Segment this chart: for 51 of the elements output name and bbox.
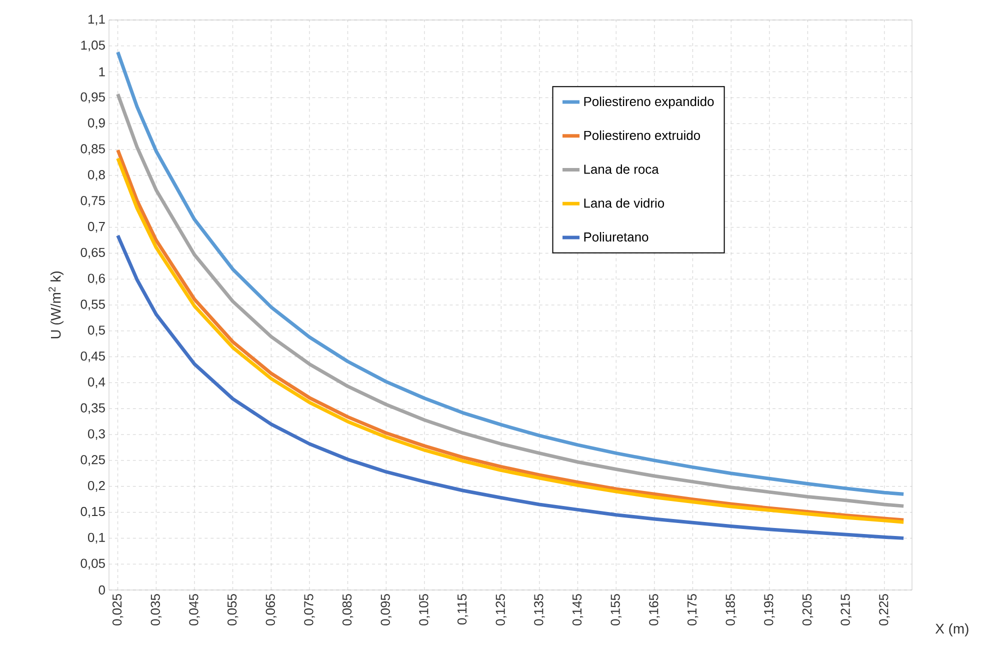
y-tick-label: 0 [98,585,105,595]
y-tick-label: 0,1 [88,532,105,544]
x-tick-label: 0,225 [879,594,890,626]
x-tick-label: 0,105 [419,594,430,626]
x-tick-label: 0,195 [764,594,775,626]
y-tick-label: 0,25 [80,455,105,466]
x-tick-label: 0,175 [687,594,698,626]
y-tick-label: 0,6 [88,274,105,284]
x-tick-label: 0,055 [227,594,238,626]
legend-label: Lana de vidrio [584,198,664,208]
y-tick-label: 0,75 [80,196,105,207]
legend-label: Poliestireno expandido [584,96,714,109]
x-tick-label: 0,165 [649,594,660,626]
y-tick-label: 0,7 [88,222,105,233]
x-tick-label: 0,075 [304,594,315,626]
x-tick-label: 0,025 [112,594,124,626]
x-tick-label: 0,045 [189,594,200,626]
x-tick-label: 0,145 [572,594,584,626]
y-tick-label: 0,45 [80,351,105,362]
y-tick-label: 0,85 [80,144,105,155]
y-tick-label: 0,3 [88,429,105,440]
y-tick-label: 1,05 [81,40,105,52]
y-tick-label: 0,4 [88,377,106,388]
y-tick-label: 1 [99,67,105,76]
x-tick-label: 0,115 [457,594,468,624]
y-tick-label: 0,35 [80,403,105,414]
legend-label: Lana de roca [584,164,659,174]
x-tick-label: 0,205 [802,594,814,626]
y-axis-title: U (W/m$^{2}$ k) [48,272,64,338]
x-tick-label: 0,095 [380,594,392,626]
y-tick-label: 0,95 [80,92,105,104]
y-tick-label: 0,05 [80,558,105,570]
x-tick-label: 0,065 [266,594,276,626]
legend-label: Poliestireno extruido [584,130,700,140]
x-tick-label: 0,185 [726,594,736,626]
y-tick-label: 0,55 [80,300,105,310]
x-tick-label: 0,155 [610,594,622,626]
y-tick-label: 0,8 [88,170,105,181]
legend-label: Poliuretano [584,232,648,242]
x-tick-label: 0,135 [534,594,545,626]
x-tick-label: 0,125 [496,594,506,626]
x-axis-title: X (m) [935,623,968,636]
y-tick-label: 1,1 [88,14,105,26]
y-tick-label: 0,65 [80,248,105,259]
x-tick-label: 0,085 [342,594,354,626]
x-tick-label: 0,215 [840,594,852,626]
y-tick-label: 0,9 [88,118,105,129]
y-tick-label: 0,2 [88,481,105,492]
x-tick-label: 0,035 [150,594,162,626]
y-tick-label: 0,5 [88,326,105,336]
y-tick-label: 0,15 [80,506,105,518]
